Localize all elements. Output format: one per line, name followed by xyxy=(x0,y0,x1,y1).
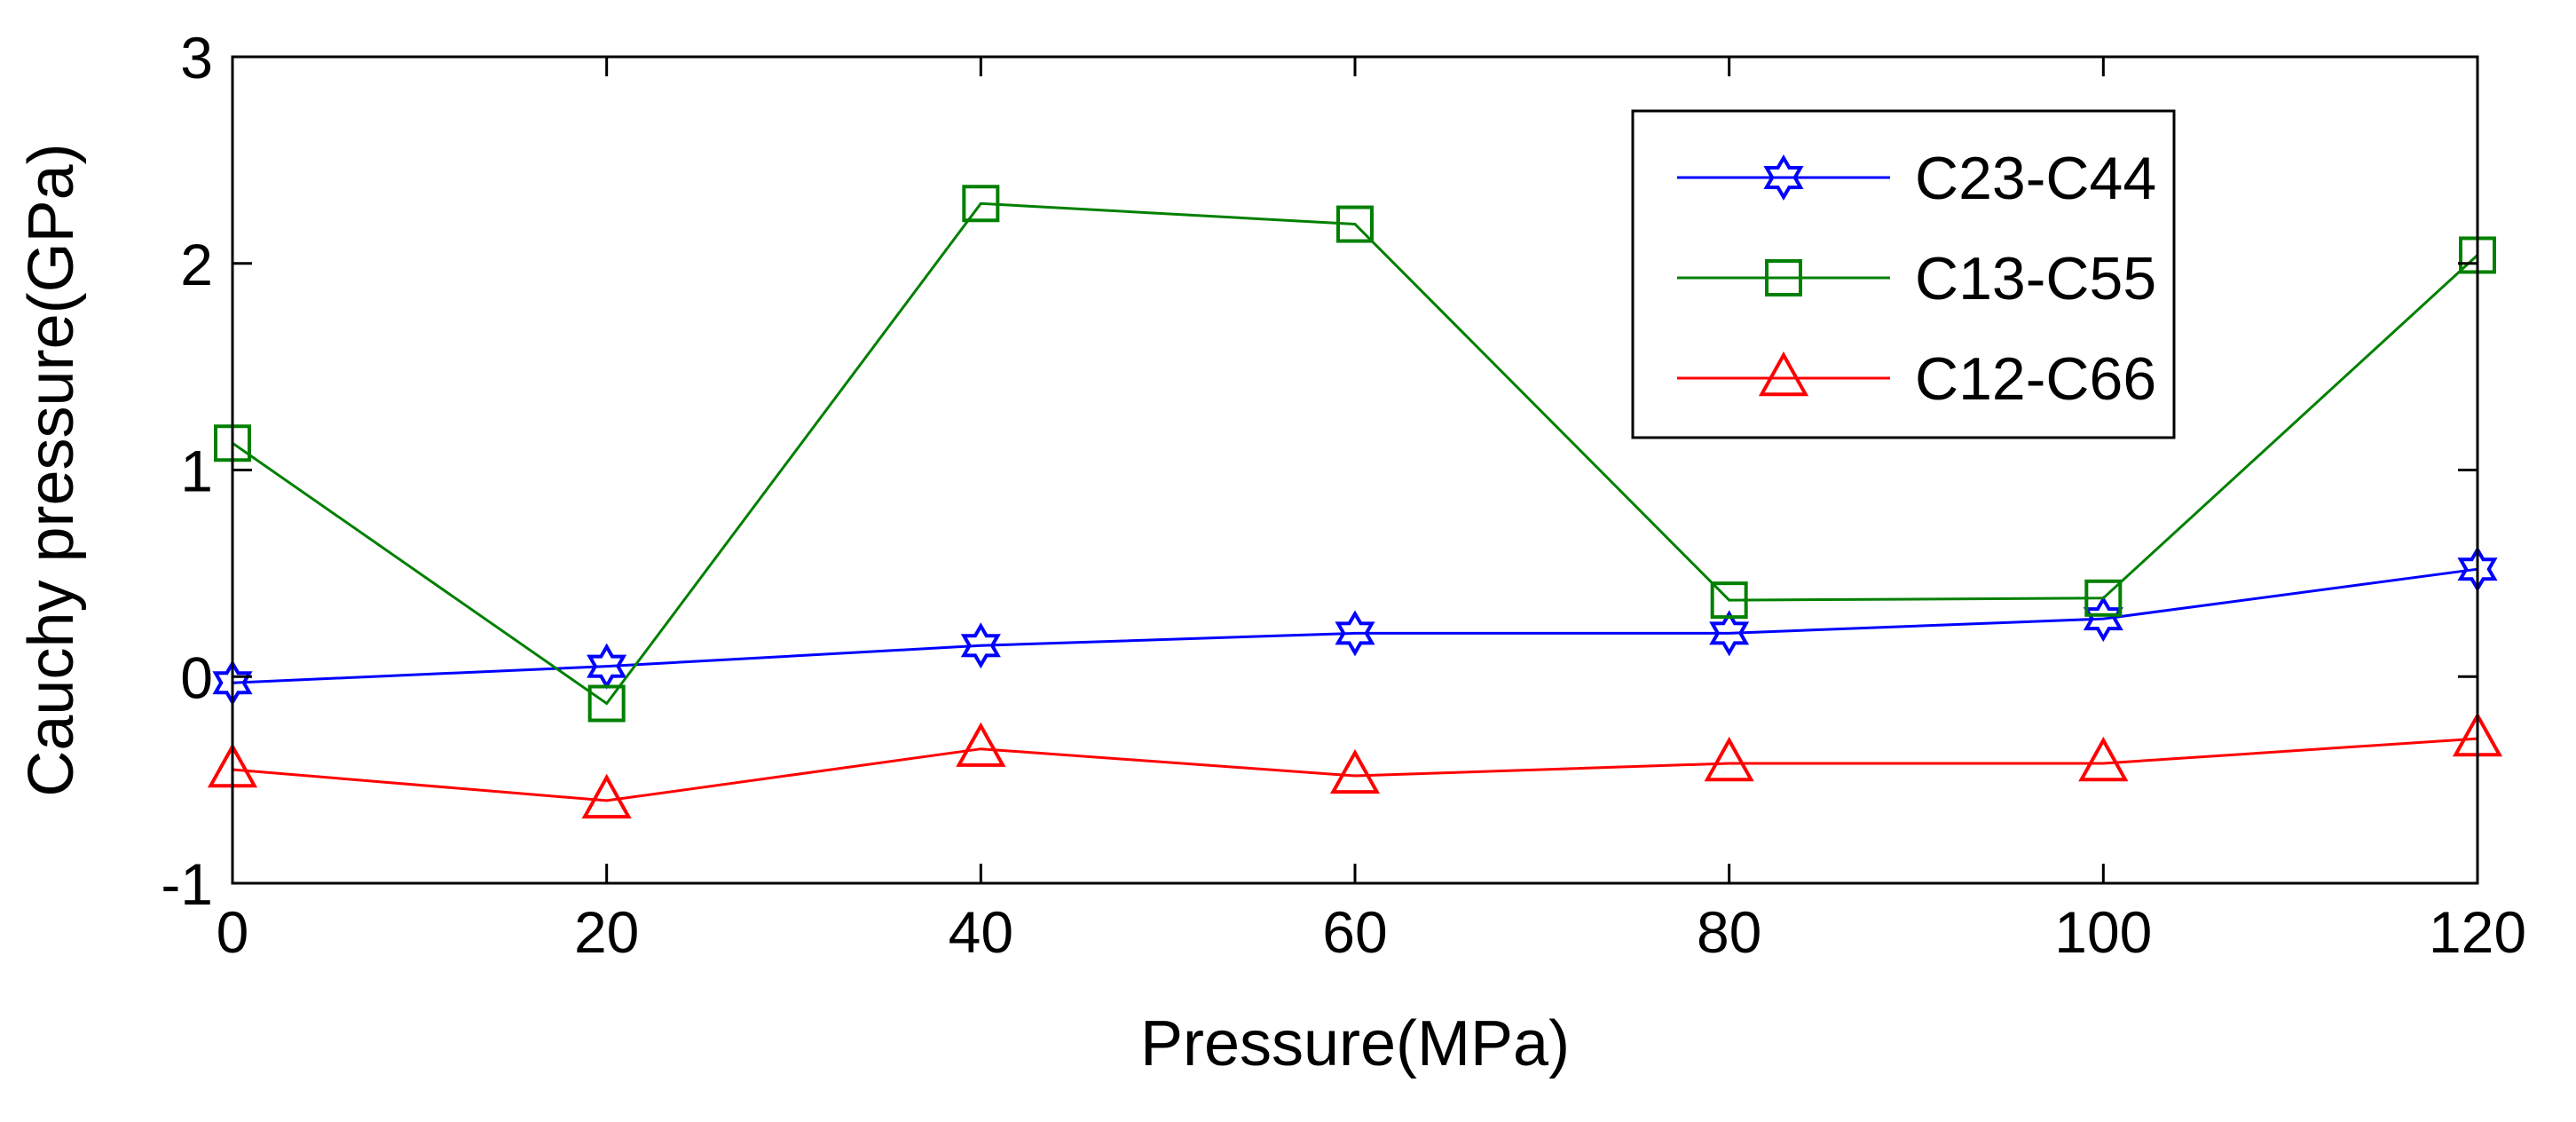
legend-box xyxy=(1631,109,2176,439)
y-axis-label: Cauchy pressure(GPa) xyxy=(16,143,87,796)
x-axis-label: Pressure(MPa) xyxy=(1140,1008,1570,1079)
x-tick-label: 20 xyxy=(574,899,639,965)
x-tick-label: 60 xyxy=(1322,899,1387,965)
data-point-c12-c66 xyxy=(581,773,632,819)
x-tick-label: 80 xyxy=(1697,899,1761,965)
data-point-c12-c66 xyxy=(1329,748,1381,794)
x-tick-label: 100 xyxy=(2054,899,2152,965)
y-tick-label: 2 xyxy=(180,232,213,297)
y-tick-label: 1 xyxy=(180,439,213,504)
data-point-c23-c44 xyxy=(1709,610,1750,657)
series-line-c13-c55 xyxy=(232,201,2479,706)
data-point-c13-c55 xyxy=(962,185,1000,223)
x-tick-label: 40 xyxy=(949,899,1013,965)
x-tick-label: 120 xyxy=(2429,899,2526,965)
x-tick-label: 0 xyxy=(217,899,249,965)
series-line-c23-c44 xyxy=(232,567,2478,684)
legend-marker-c23-c44 xyxy=(1763,154,1804,201)
data-point-c12-c66 xyxy=(1704,736,1754,782)
data-point-c13-c55 xyxy=(1710,581,1748,620)
data-point-c13-c55 xyxy=(587,684,626,723)
data-point-c13-c55 xyxy=(1336,205,1374,243)
legend-label-c23-c44: C23-C44 xyxy=(1915,145,2156,212)
legend-marker-c12-c66 xyxy=(1758,351,1809,397)
data-point-c23-c44 xyxy=(1335,610,1375,657)
plot-layer xyxy=(207,185,2503,819)
data-point-c13-c55 xyxy=(2084,579,2123,617)
legend-label-c13-c55: C13-C55 xyxy=(1915,245,2156,312)
y-tick-label: -1 xyxy=(161,851,213,917)
legend: C23-C44 C13-C55 C12-C66 xyxy=(1631,109,2176,439)
series-line-c12-c66 xyxy=(232,737,2478,802)
data-point-c12-c66 xyxy=(956,722,1006,767)
data-point-c23-c44 xyxy=(960,622,1001,669)
legend-label-c12-c66: C12-C66 xyxy=(1915,345,2156,413)
y-tick-label: 3 xyxy=(180,25,213,91)
data-point-c12-c66 xyxy=(2078,736,2129,782)
legend-marker-c13-c55 xyxy=(1765,259,1802,296)
y-tick-label: 0 xyxy=(180,644,213,710)
